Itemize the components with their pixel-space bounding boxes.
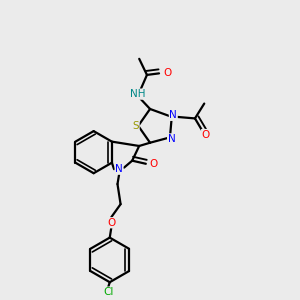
- Text: O: O: [107, 218, 116, 228]
- Text: O: O: [163, 68, 171, 78]
- Text: N: N: [169, 110, 177, 120]
- Text: N: N: [115, 164, 123, 174]
- Text: N: N: [168, 134, 176, 144]
- Text: NH: NH: [130, 89, 146, 99]
- Text: Cl: Cl: [103, 287, 113, 297]
- Text: O: O: [150, 159, 158, 169]
- Text: O: O: [202, 130, 210, 140]
- Text: S: S: [132, 121, 139, 131]
